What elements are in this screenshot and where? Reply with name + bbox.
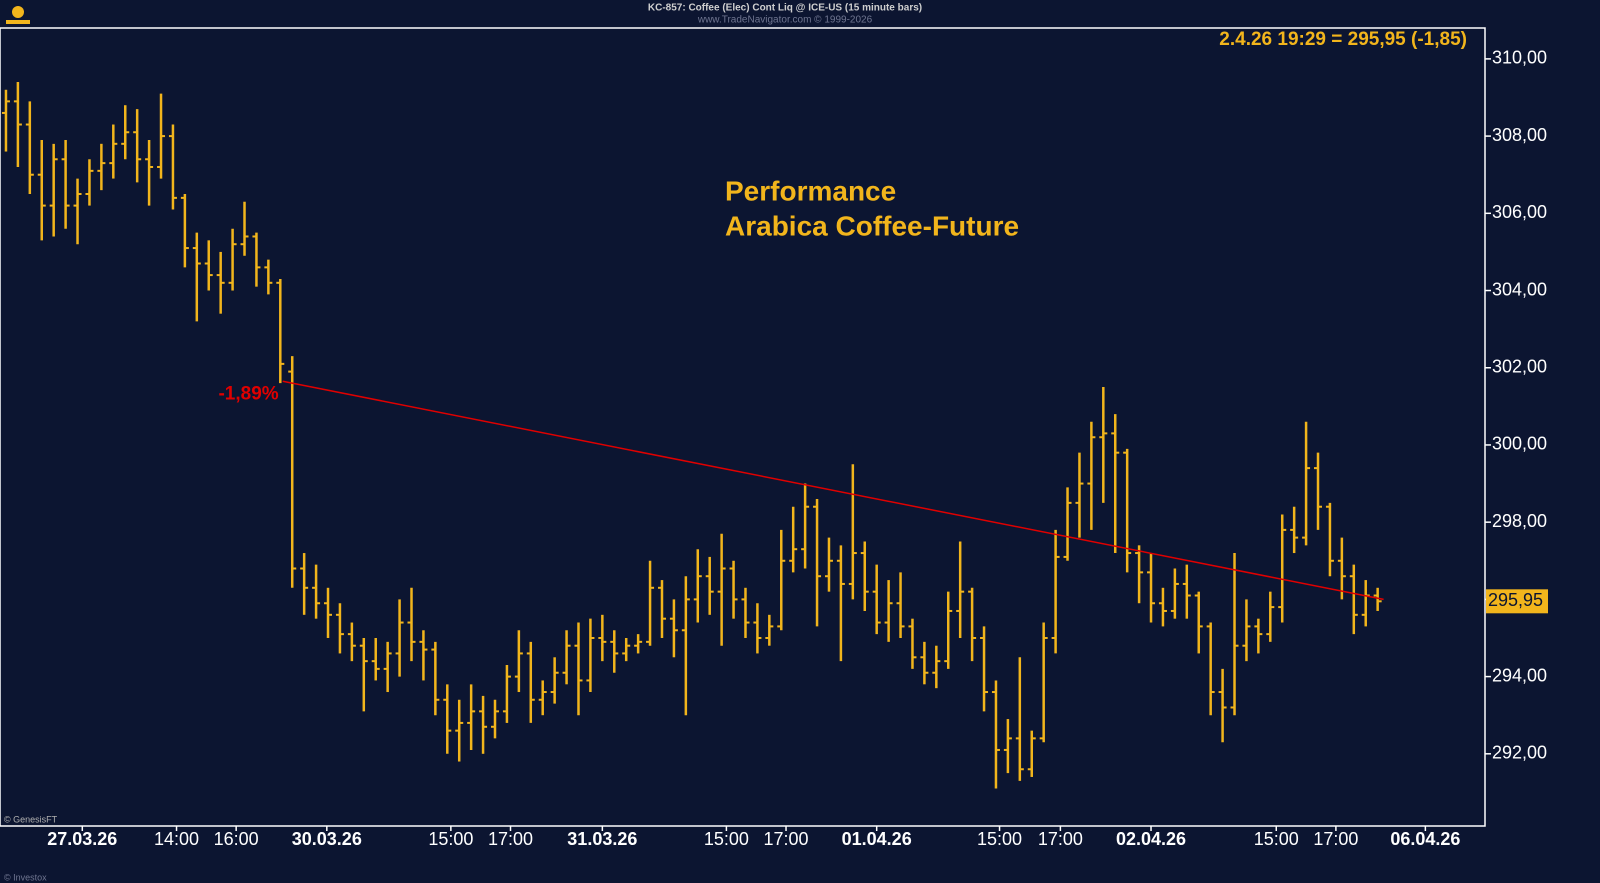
x-tick-label: 17:00 bbox=[1038, 829, 1083, 849]
x-tick-label: 17:00 bbox=[488, 829, 533, 849]
x-tick-label: 27.03.26 bbox=[47, 829, 117, 849]
y-tick-label: 302,00 bbox=[1492, 356, 1547, 376]
x-tick-label: 01.04.26 bbox=[842, 829, 912, 849]
x-tick-label: 15:00 bbox=[704, 829, 749, 849]
y-tick-label: 308,00 bbox=[1492, 125, 1547, 145]
x-tick-label: 15:00 bbox=[977, 829, 1022, 849]
trend-line bbox=[282, 380, 1384, 601]
header: KC-857: Coffee (Elec) Cont Liq @ ICE-US … bbox=[648, 3, 922, 14]
x-tick-label: 17:00 bbox=[764, 829, 809, 849]
x-tick-label: 30.03.26 bbox=[292, 829, 362, 849]
x-tick-label: 16:00 bbox=[214, 829, 259, 849]
subheader: www.TradeNavigator.com © 1999-2026 bbox=[697, 15, 873, 26]
footer: © Investox bbox=[4, 872, 47, 882]
footer: © GenesisFT bbox=[4, 814, 58, 824]
x-tick-label: 14:00 bbox=[154, 829, 199, 849]
last-price-tag bbox=[1486, 589, 1548, 614]
title: Arabica Coffee-Future bbox=[725, 210, 1019, 241]
x-tick-label: 06.04.26 bbox=[1390, 829, 1460, 849]
last-price-label: 295,95 bbox=[1488, 590, 1543, 610]
y-tick-label: 292,00 bbox=[1492, 743, 1547, 763]
trend-label: -1,89% bbox=[218, 383, 278, 404]
x-tick-label: 02.04.26 bbox=[1116, 829, 1186, 849]
x-tick-label: 17:00 bbox=[1313, 829, 1358, 849]
x-tick-label: 15:00 bbox=[428, 829, 473, 849]
quote: 2.4.26 19:29 = 295,95 (-1,85) bbox=[1219, 29, 1467, 50]
y-tick-label: 294,00 bbox=[1492, 665, 1547, 685]
y-tick-label: 304,00 bbox=[1492, 279, 1547, 299]
y-tick-label: 306,00 bbox=[1492, 202, 1547, 222]
plot-frame bbox=[0, 27, 1486, 827]
y-tick-label: 298,00 bbox=[1492, 511, 1547, 531]
y-tick-label: 310,00 bbox=[1492, 48, 1547, 68]
x-tick-label: 31.03.26 bbox=[567, 829, 637, 849]
title: Performance bbox=[725, 175, 896, 206]
logo bbox=[6, 6, 30, 24]
y-tick-label: 300,00 bbox=[1492, 434, 1547, 454]
x-tick-label: 15:00 bbox=[1254, 829, 1299, 849]
